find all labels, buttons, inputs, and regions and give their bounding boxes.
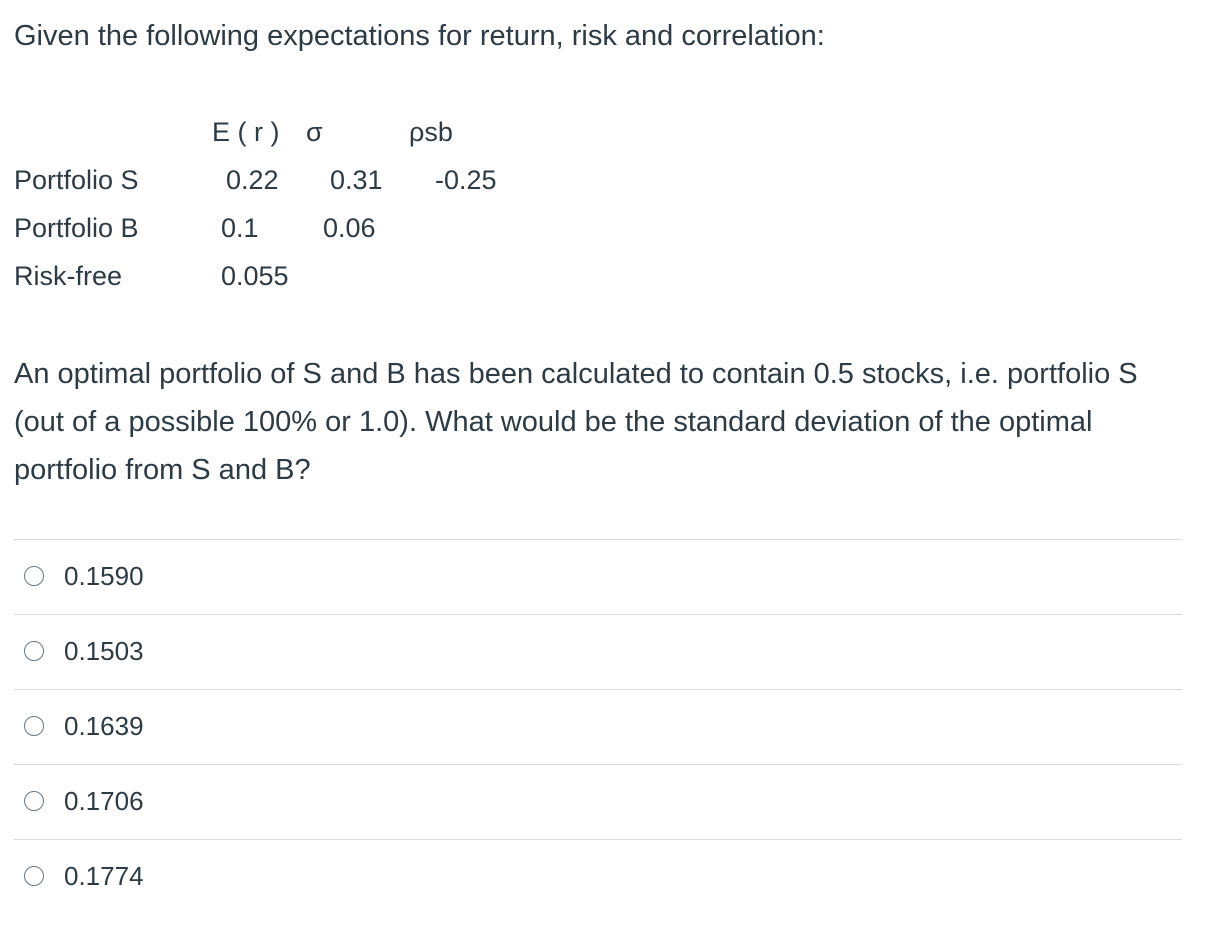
question-text: An optimal portfolio of S and B has been… [14, 358, 1138, 486]
radio-button[interactable] [24, 716, 44, 736]
cell-b-return: 0.1 [221, 213, 259, 243]
radio-button[interactable] [24, 791, 44, 811]
cell-s-sigma: 0.31 [330, 165, 383, 195]
answer-label: 0.1639 [64, 711, 144, 741]
radio-button[interactable] [24, 566, 44, 586]
answer-label: 0.1503 [64, 636, 144, 666]
cell-s-correlation: -0.25 [435, 165, 497, 195]
radio-button[interactable] [24, 641, 44, 661]
row-label-portfolio-b: Portfolio B [14, 213, 139, 243]
header-expected-return: E ( r ) [212, 117, 280, 147]
answer-option-2[interactable]: 0.1503 [14, 614, 1182, 689]
radio-button[interactable] [24, 866, 44, 886]
answer-label: 0.1706 [64, 786, 144, 816]
answer-label: 0.1590 [64, 561, 144, 591]
answer-option-1[interactable]: 0.1590 [14, 539, 1182, 614]
answer-list: 0.1590 0.1503 0.1639 0.1706 0.1774 [14, 539, 1182, 914]
header-correlation: ρsb [409, 117, 453, 147]
cell-rf-return: 0.055 [221, 261, 289, 291]
question-intro: Given the following expectations for ret… [14, 20, 825, 52]
answer-option-5[interactable]: 0.1774 [14, 839, 1182, 914]
row-label-risk-free: Risk-free [14, 261, 123, 291]
row-label-portfolio-s: Portfolio S [14, 165, 139, 195]
answer-label: 0.1774 [64, 861, 144, 891]
cell-b-sigma: 0.06 [323, 213, 376, 243]
answer-option-3[interactable]: 0.1639 [14, 689, 1182, 764]
header-sigma: σ [306, 117, 323, 147]
cell-s-return: 0.22 [226, 165, 279, 195]
answer-option-4[interactable]: 0.1706 [14, 764, 1182, 839]
